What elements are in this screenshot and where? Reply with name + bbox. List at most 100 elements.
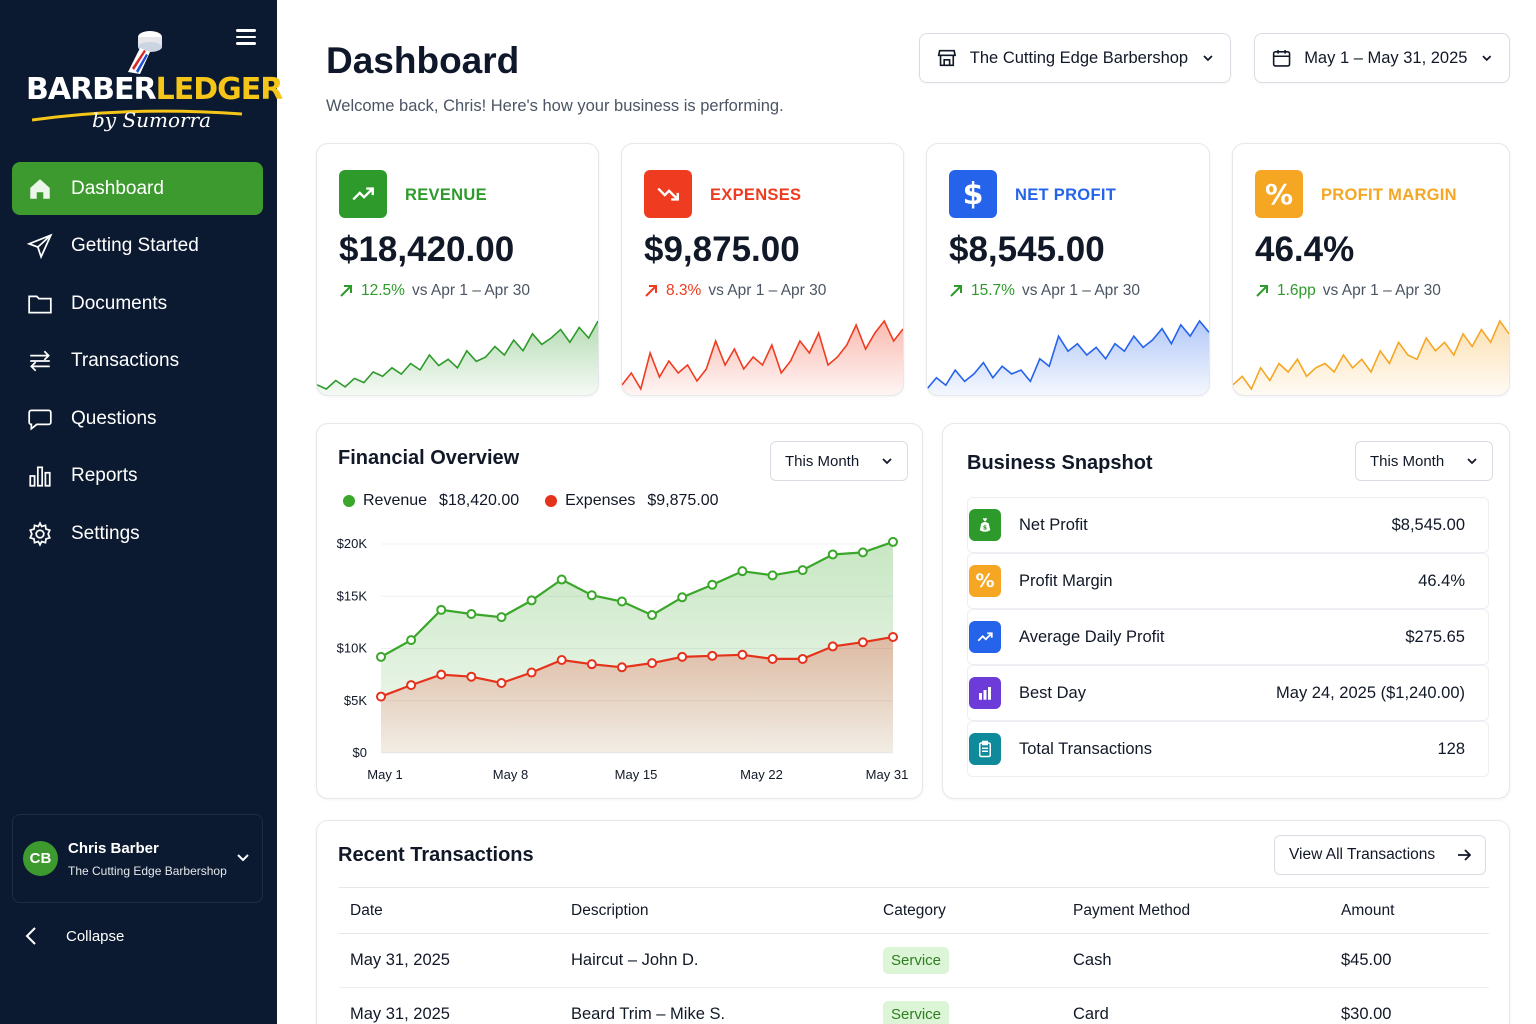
- stat-compare: vs Apr 1 – Apr 30: [411, 282, 530, 299]
- sidebar: BARBERLEDGER by Sumorra Dashboard Gettin…: [0, 0, 283, 1024]
- user-menu[interactable]: CB Chris Barber The Cutting Edge Barbers…: [12, 814, 263, 903]
- trending-up-icon: [339, 170, 387, 218]
- legend-value: $9,875.00: [647, 492, 719, 509]
- stat-change: 1.6pp vs Apr 1 – Apr 30: [1255, 282, 1441, 300]
- arrow-up-right-icon: [1256, 285, 1268, 297]
- sidebar-item-questions[interactable]: Questions: [12, 392, 263, 445]
- cell-description: Haircut – John D.: [560, 933, 872, 988]
- percent-icon: %: [969, 565, 1001, 597]
- expenses-point: [707, 650, 718, 661]
- revenue-point: [556, 574, 567, 585]
- legend-label: Expenses: [565, 492, 636, 509]
- x-tick-label: May 31: [866, 767, 909, 782]
- sparkline-area: [317, 321, 598, 395]
- y-tick-label: $15K: [337, 588, 368, 603]
- financial-overview-chart: $0 $5K $10K $15K $20K May 1 May 8 May 15 May 22 M…: [337, 536, 909, 782]
- expenses-point: [888, 632, 898, 643]
- sidebar-nav: Dashboard Getting Started Documents Tran…: [12, 162, 263, 565]
- y-tick-label: $20K: [337, 536, 368, 551]
- period-value: This Month: [785, 452, 860, 470]
- expenses-sparkline: [622, 319, 903, 395]
- revenue-point: [677, 592, 688, 603]
- stat-change-pct: 12.5%: [361, 282, 405, 299]
- column-header[interactable]: Payment Method: [1062, 887, 1330, 934]
- arrow-right-icon: [1458, 849, 1472, 861]
- snapshot-value: $8,545.00: [1391, 515, 1465, 534]
- column-header[interactable]: Description: [560, 887, 872, 934]
- legend-dot-expenses: [545, 495, 558, 507]
- bar-chart-icon: [26, 462, 54, 490]
- business-select[interactable]: The Cutting Edge Barbershop: [919, 33, 1231, 83]
- sidebar-item-documents[interactable]: Documents: [12, 277, 263, 330]
- store-icon: [937, 49, 957, 67]
- chevron-down-icon: [882, 458, 892, 465]
- column-header[interactable]: Date: [339, 887, 560, 934]
- table-row[interactable]: May 31, 2025 Haircut – John D. Service C…: [339, 933, 1489, 988]
- snapshot-row-profit-margin: % Profit Margin 46.4%: [967, 553, 1489, 609]
- sidebar-item-settings[interactable]: Settings: [12, 507, 263, 560]
- snapshot-value: $275.65: [1405, 627, 1465, 646]
- sidebar-item-transactions[interactable]: Transactions: [12, 335, 263, 388]
- snapshot-value: 46.4%: [1418, 571, 1465, 590]
- expenses-point: [827, 641, 838, 652]
- user-info: Chris Barber The Cutting Edge Barbershop: [68, 840, 227, 878]
- column-header[interactable]: Amount: [1330, 887, 1489, 934]
- sidebar-item-label: Getting Started: [71, 235, 199, 256]
- revenue-point: [767, 570, 778, 581]
- sidebar-item-getting-started[interactable]: Getting Started: [12, 220, 263, 273]
- revenue-point: [406, 635, 417, 646]
- revenue-point: [647, 610, 658, 621]
- menu-icon[interactable]: [236, 26, 262, 48]
- logo-swoosh-icon: [32, 109, 242, 122]
- expenses-card[interactable]: EXPENSES $9,875.00 8.3% vs Apr 1 – Apr 3…: [621, 143, 904, 396]
- profit-margin-card[interactable]: % PROFIT MARGIN 46.4% 1.6pp vs Apr 1 – A…: [1232, 143, 1510, 396]
- sidebar-item-label: Questions: [71, 407, 157, 429]
- table-row[interactable]: May 31, 2025 Beard Trim – Mike S. Servic…: [339, 987, 1489, 1024]
- snapshot-row-total-transactions: Total Transactions 128: [967, 721, 1489, 777]
- chevron-left-icon: [25, 927, 36, 945]
- date-range-select[interactable]: May 1 – May 31, 2025: [1254, 33, 1510, 83]
- overview-period-select[interactable]: This Month: [770, 441, 909, 481]
- column-header[interactable]: Category: [872, 887, 1062, 934]
- revenue-point: [376, 651, 386, 662]
- collapse-button[interactable]: Collapse: [24, 926, 124, 946]
- expenses-point: [526, 667, 537, 678]
- stat-compare: vs Apr 1 – Apr 30: [1021, 282, 1140, 299]
- y-tick-label: $0: [353, 745, 367, 760]
- revenue-card[interactable]: REVENUE $18,420.00 12.5% vs Apr 1 – Apr …: [316, 143, 599, 396]
- revenue-point: [496, 612, 507, 623]
- expenses-point: [677, 651, 688, 662]
- expenses-point: [647, 658, 658, 669]
- view-all-transactions-button[interactable]: View All Transactions: [1274, 835, 1487, 875]
- snapshot-period-select[interactable]: This Month: [1355, 441, 1494, 481]
- expenses-point: [797, 653, 808, 664]
- net-profit-card[interactable]: $ NET PROFIT $8,545.00 15.7% vs Apr 1 – …: [926, 143, 1210, 396]
- section-title: Business Snapshot: [967, 452, 1153, 474]
- snapshot-row-net-profit: $ Net Profit $8,545.00: [967, 497, 1489, 553]
- sidebar-item-reports[interactable]: Reports: [12, 450, 263, 503]
- app-logo[interactable]: BARBERLEDGER by Sumorra: [26, 28, 283, 140]
- revenue-point: [586, 590, 597, 601]
- snapshot-label: Best Day: [1019, 683, 1086, 702]
- transactions-table: Date Description Category Payment Method…: [339, 887, 1489, 1024]
- arrow-up-right-icon: [645, 285, 657, 297]
- snapshot-label: Total Transactions: [1019, 739, 1152, 758]
- arrow-up-right-icon: [340, 285, 352, 297]
- folder-icon: [26, 290, 54, 318]
- sparkline-line: [622, 319, 903, 392]
- gear-icon: [26, 520, 54, 548]
- snapshot-row-best-day: Best Day May 24, 2025 ($1,240.00): [967, 665, 1489, 721]
- expenses-point: [857, 637, 868, 648]
- revenue-sparkline: [317, 320, 598, 395]
- cell-payment-method: Card: [1062, 987, 1330, 1024]
- legend-label: Revenue: [363, 492, 428, 509]
- expenses-point: [616, 662, 627, 673]
- cell-amount: $30.00: [1330, 987, 1489, 1024]
- sidebar-item-dashboard[interactable]: Dashboard: [12, 162, 263, 215]
- sparkline-area: [927, 321, 1209, 395]
- period-value: This Month: [1370, 452, 1445, 470]
- cell-payment-method: Cash: [1062, 933, 1330, 988]
- stat-label: PROFIT MARGIN: [1321, 186, 1457, 204]
- section-title: Recent Transactions: [338, 844, 534, 866]
- stat-value: $18,420.00: [339, 230, 515, 269]
